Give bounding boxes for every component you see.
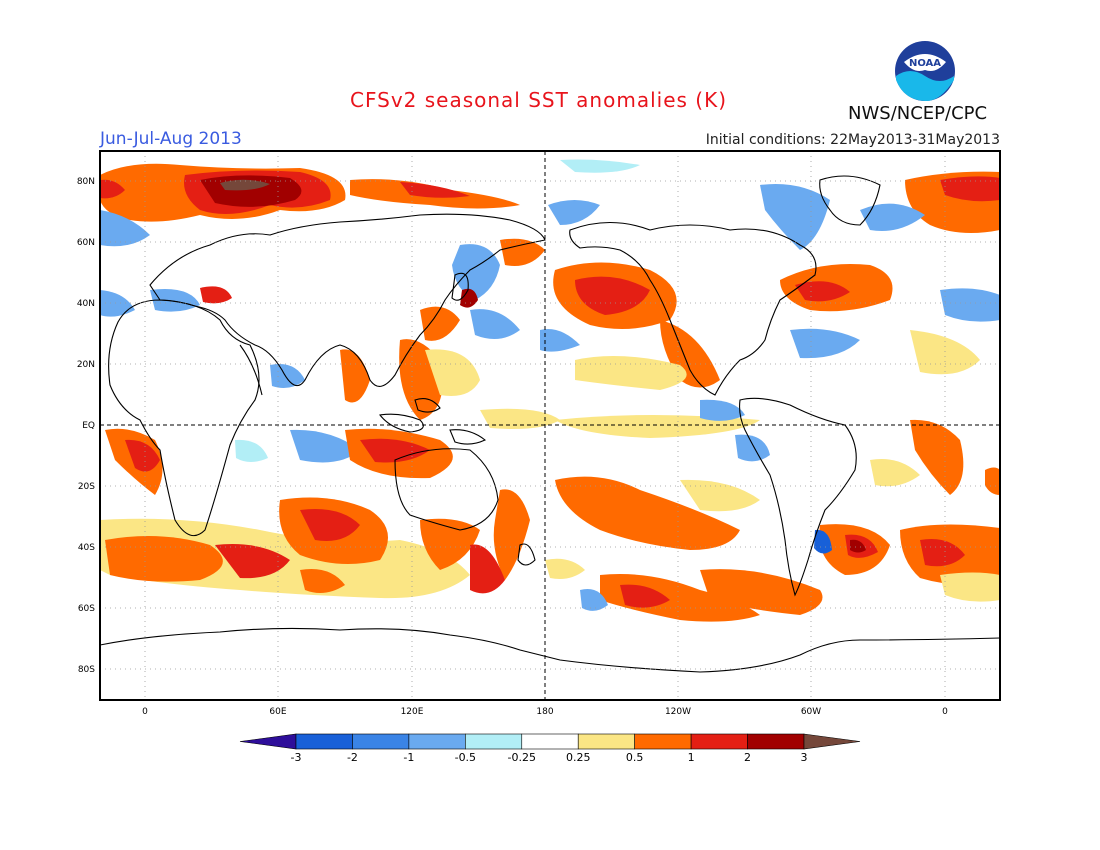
lat-label: 60S: [78, 604, 95, 614]
lon-label: 120E: [401, 707, 424, 717]
legend-swatch: [577, 733, 635, 750]
anomaly-field: [100, 159, 1000, 622]
latitude-labels: 80N 60N 40N 20N EQ 20S 40S 60S 80S: [77, 177, 95, 675]
legend-swatch: [239, 733, 297, 750]
lon-label: 120W: [665, 707, 691, 717]
legend-label: 1: [688, 751, 695, 764]
legend-label: 2: [744, 751, 751, 764]
lat-label: 20N: [77, 360, 95, 370]
lat-label: 40S: [78, 543, 95, 553]
lon-label: 180: [536, 707, 553, 717]
season-label: Jun-Jul-Aug 2013: [100, 129, 242, 149]
legend-swatch: [747, 733, 805, 750]
legend-swatch: [521, 733, 579, 750]
lat-label: 60N: [77, 238, 95, 248]
legend-label: -1: [403, 751, 414, 764]
continent-outlines: [100, 175, 1000, 673]
legend-label: 0.25: [566, 751, 591, 764]
initial-conditions-label: Initial conditions: 22May2013-31May2013: [705, 132, 1000, 148]
graticule: [100, 151, 1000, 700]
legend-swatch: [803, 733, 861, 750]
legend-label: 0.5: [626, 751, 644, 764]
longitude-labels: 0 60E 120E 180 120W 60W 0: [142, 707, 948, 717]
noaa-logo: NOAA: [894, 40, 956, 102]
legend-label: -3: [291, 751, 302, 764]
lat-label: EQ: [82, 421, 95, 431]
lon-label: 0: [142, 707, 148, 717]
legend-swatch: [408, 733, 466, 750]
lat-label: 80S: [78, 665, 95, 675]
lon-label: 0: [942, 707, 948, 717]
legend-label: -0.25: [508, 751, 536, 764]
legend-label: 3: [801, 751, 808, 764]
agency-label: NWS/NCEP/CPC: [848, 103, 988, 124]
legend-swatch: [690, 733, 748, 750]
lon-label: 60W: [801, 707, 821, 717]
lon-label: 60E: [269, 707, 286, 717]
legend-swatch: [465, 733, 523, 750]
legend-label: -0.5: [455, 751, 476, 764]
map-frame: [99, 150, 1001, 701]
legend-swatch: [634, 733, 692, 750]
logo-text: NOAA: [909, 58, 941, 69]
color-legend: -3 -2 -1 -0.5 -0.25 0.25 0.5 1 2 3: [239, 733, 861, 764]
lat-label: 80N: [77, 177, 95, 187]
chart-title: CFSv2 seasonal SST anomalies (K): [350, 88, 727, 112]
legend-swatch: [295, 733, 353, 750]
legend-label: -2: [347, 751, 358, 764]
lat-label: 20S: [78, 482, 95, 492]
legend-swatch: [352, 733, 410, 750]
lat-label: 40N: [77, 299, 95, 309]
